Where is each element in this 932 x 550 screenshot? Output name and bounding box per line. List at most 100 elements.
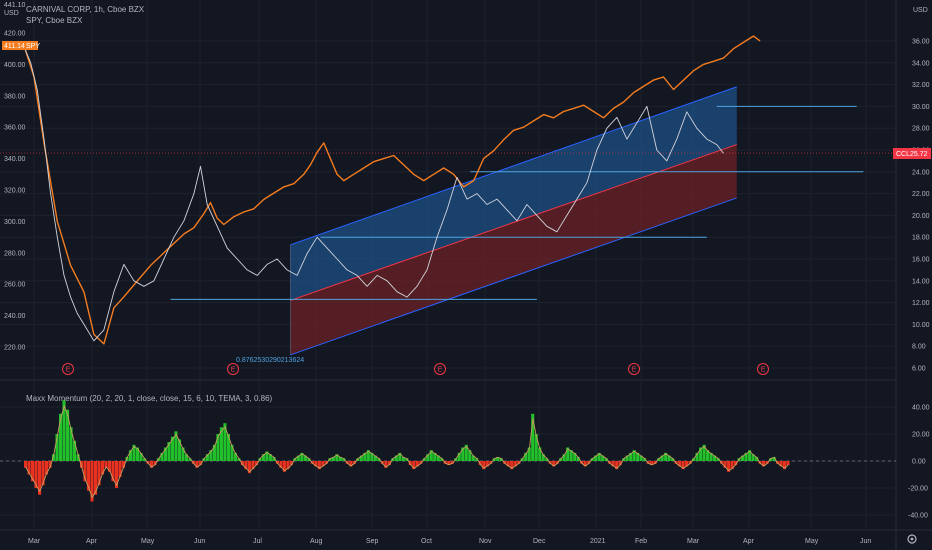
- momentum-bar: [429, 450, 433, 461]
- settings-icon[interactable]: [907, 534, 917, 544]
- momentum-bar: [699, 447, 703, 461]
- earnings-marker[interactable]: E: [628, 363, 640, 375]
- right-axis-tick: 36.00: [912, 39, 930, 46]
- momentum-bar: [513, 461, 517, 467]
- right-axis-units: USD: [913, 7, 928, 14]
- momentum-bar: [604, 458, 608, 461]
- momentum-bar: [44, 461, 49, 475]
- momentum-bar: [496, 456, 500, 461]
- momentum-bar: [562, 454, 566, 461]
- momentum-bar: [244, 461, 248, 470]
- momentum-bar: [177, 439, 181, 461]
- momentum-bar: [62, 400, 66, 461]
- momentum-bar: [674, 461, 678, 464]
- earnings-marker-label: E: [231, 367, 236, 374]
- momentum-bar: [352, 461, 356, 464]
- right-axis-tick: 10.00: [912, 322, 930, 329]
- earnings-marker[interactable]: E: [227, 363, 239, 375]
- momentum-bar: [97, 461, 101, 486]
- momentum-bar: [268, 454, 272, 461]
- momentum-bar: [247, 461, 251, 474]
- momentum-bar: [450, 461, 454, 464]
- right-axis-tick: 20.00: [912, 213, 930, 220]
- momentum-bar: [72, 440, 77, 461]
- momentum-bar: [380, 461, 384, 464]
- momentum-bar: [716, 458, 720, 461]
- momentum-bar: [632, 450, 636, 461]
- earnings-marker-circle: [227, 363, 239, 375]
- time-axis-tick: Apr: [743, 538, 755, 545]
- momentum-bar: [65, 409, 70, 461]
- earnings-marker-label: E: [66, 367, 71, 374]
- momentum-bar: [153, 461, 157, 466]
- momentum-bar: [650, 461, 654, 466]
- earnings-marker-circle: [434, 363, 446, 375]
- momentum-bar: [510, 461, 514, 470]
- earnings-marker[interactable]: E: [757, 363, 769, 375]
- momentum-bar: [226, 434, 230, 461]
- earnings-marker[interactable]: E: [62, 363, 74, 375]
- momentum-bar: [765, 461, 769, 464]
- momentum-bar: [303, 455, 307, 461]
- momentum-bar: [643, 458, 647, 461]
- momentum-bar: [345, 461, 349, 464]
- indicator-title[interactable]: Maxx Momentum (20, 2, 20, 1, close, clos…: [26, 394, 273, 403]
- momentum-signal-line: [25, 404, 789, 499]
- momentum-bar: [412, 461, 416, 470]
- axes: 36.0034.0032.0030.0028.0026.0024.0022.00…: [4, 31, 930, 546]
- momentum-bar: [426, 454, 430, 461]
- regression-channel[interactable]: [290, 86, 737, 356]
- momentum-bar: [527, 447, 531, 461]
- fib-level-label: 0.8762530290213624: [236, 357, 304, 364]
- right-axis-tick: 16.00: [912, 257, 930, 264]
- compare-title[interactable]: SPY, Cboe BZX: [26, 16, 83, 25]
- momentum-bar: [212, 444, 216, 461]
- earnings-marker-circle: [757, 363, 769, 375]
- left-axis-tick: 340.00: [4, 156, 26, 163]
- momentum-bar: [660, 455, 664, 461]
- momentum-bar: [86, 461, 91, 491]
- momentum-bar: [37, 461, 42, 495]
- momentum-bar: [625, 455, 629, 461]
- momentum-bar: [338, 456, 342, 461]
- momentum-bar: [415, 461, 419, 467]
- momentum-bar: [618, 461, 622, 466]
- spy-price-value: 411.14: [4, 43, 25, 50]
- momentum-bar: [471, 455, 475, 461]
- momentum-bar: [370, 452, 374, 461]
- right-axis-tick: 28.00: [912, 126, 930, 133]
- time-axis-tick: May: [141, 538, 155, 545]
- left-axis-tick: 420.00: [4, 31, 26, 38]
- momentum-bar: [363, 452, 367, 461]
- time-axis-tick: Nov: [479, 538, 492, 545]
- momentum-bar: [135, 447, 140, 461]
- time-axis-tick: Jul: [253, 538, 262, 545]
- momentum-bar: [772, 456, 776, 461]
- momentum-bar: [664, 452, 668, 461]
- momentum-bar: [517, 461, 521, 464]
- momentum-bar: [419, 461, 423, 464]
- price-series: [23, 35, 761, 345]
- momentum-bar: [594, 455, 598, 461]
- momentum-bar: [762, 461, 766, 467]
- earnings-marker-circle: [628, 363, 640, 375]
- time-axis-tick: Sep: [366, 538, 379, 545]
- momentum-bar: [569, 450, 573, 461]
- momentum-bar: [324, 461, 328, 464]
- momentum-bar: [163, 447, 168, 461]
- momentum-bar: [198, 461, 202, 466]
- momentum-bar: [93, 461, 98, 495]
- momentum-bar: [307, 458, 311, 461]
- right-axis-tick: 22.00: [912, 191, 930, 198]
- symbol-title[interactable]: CARNIVAL CORP, 1h, Cboe BZX: [26, 5, 145, 14]
- momentum-bar: [566, 447, 570, 461]
- horizontal-levels[interactable]: [0, 105, 896, 300]
- momentum-bar: [499, 458, 503, 461]
- momentum-bar: [118, 461, 122, 478]
- right-axis-tick: 14.00: [912, 278, 930, 285]
- earnings-marker[interactable]: E: [434, 363, 446, 375]
- momentum-bar: [503, 461, 507, 464]
- momentum-bar: [636, 452, 640, 461]
- time-axis-tick: May: [805, 538, 819, 545]
